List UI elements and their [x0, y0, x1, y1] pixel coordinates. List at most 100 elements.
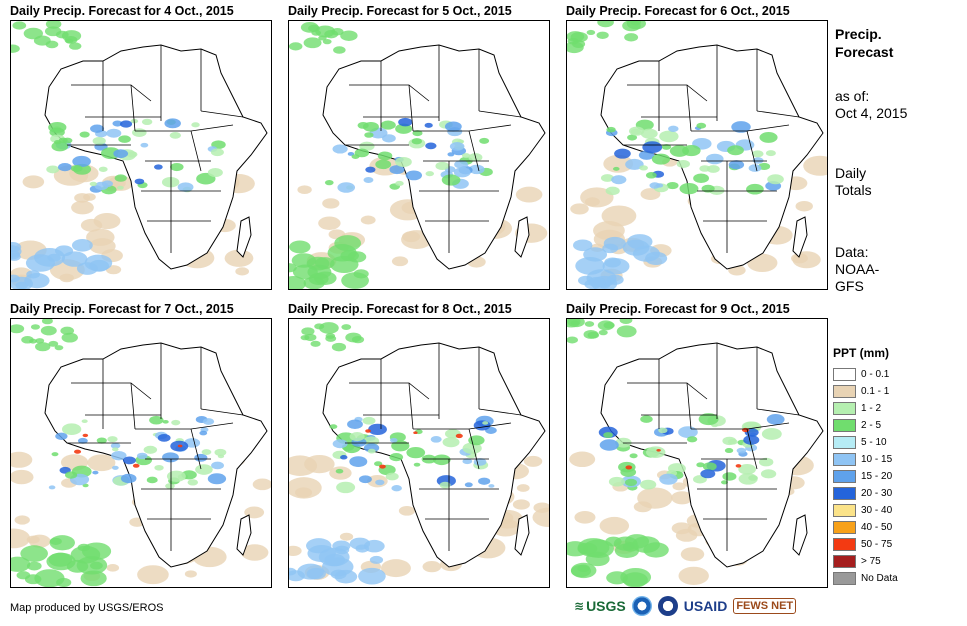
- precip-cell: [96, 437, 107, 444]
- precip-cell: [643, 542, 669, 558]
- precip-cell: [722, 436, 737, 446]
- precip-cell: [119, 120, 133, 128]
- precip-cell: [728, 160, 745, 170]
- precip-map: [566, 20, 828, 290]
- precip-cell: [303, 37, 322, 49]
- precip-cell: [570, 562, 597, 579]
- side-title-1: Precip.: [835, 26, 882, 42]
- precip-cell: [720, 480, 728, 485]
- precip-cell: [461, 153, 471, 159]
- precip-cell: [479, 137, 490, 144]
- precip-cell: [624, 33, 639, 42]
- precip-cell: [375, 159, 392, 170]
- madagascar-outline: [236, 216, 252, 258]
- precip-cell: [146, 476, 158, 484]
- precip-cell: [48, 485, 56, 490]
- precip-cell: [355, 544, 370, 553]
- precip-cell: [454, 160, 469, 169]
- legend-item: 30 - 40: [833, 502, 898, 519]
- precip-cell: [601, 205, 637, 227]
- africa-map: [567, 319, 824, 587]
- precip-cell: [584, 321, 595, 327]
- precip-cell: [639, 165, 648, 171]
- precip-map: [288, 318, 550, 588]
- precip-cell: [241, 544, 269, 561]
- precip-cell: [30, 324, 40, 330]
- precip-cell: [40, 325, 57, 336]
- precip-cell: [678, 426, 698, 439]
- precip-cell: [686, 436, 698, 443]
- precip-cell: [630, 128, 641, 135]
- precip-cell: [345, 332, 362, 343]
- precip-cell: [70, 164, 83, 172]
- precip-cell: [422, 561, 442, 573]
- precip-cell: [51, 452, 59, 457]
- precip-cell: [335, 468, 344, 474]
- precip-cell: [391, 256, 409, 267]
- precip-cell: [24, 574, 42, 585]
- precip-cell: [516, 484, 530, 492]
- precip-map: [10, 20, 272, 290]
- africa-outline: [600, 342, 824, 568]
- precip-cell: [132, 463, 140, 468]
- precip-cell: [430, 436, 442, 443]
- precip-cell: [71, 239, 93, 252]
- precip-cell: [202, 418, 215, 425]
- precip-cell: [727, 145, 744, 156]
- country-border: [746, 130, 758, 172]
- totals-line-2: Totals: [835, 182, 872, 198]
- precip-cell: [672, 482, 686, 491]
- legend-label: > 75: [861, 556, 881, 567]
- precip-cell: [646, 446, 666, 459]
- precip-cell: [292, 264, 318, 280]
- precip-cell: [72, 155, 91, 168]
- precip-cell: [11, 274, 20, 283]
- precip-cell: [391, 485, 402, 492]
- legend-item: 2 - 5: [833, 417, 898, 434]
- precip-cell: [177, 444, 183, 448]
- legend-swatch: [833, 419, 856, 432]
- precip-cell: [162, 419, 169, 424]
- precip-cell: [602, 243, 619, 254]
- precip-cell: [118, 135, 131, 143]
- precip-cell: [752, 157, 764, 164]
- precip-cell: [606, 126, 616, 133]
- precip-cell: [659, 473, 678, 485]
- precip-cell: [767, 174, 784, 185]
- precip-cell: [194, 453, 208, 462]
- precip-cell: [640, 188, 661, 201]
- precip-cell: [162, 452, 179, 463]
- precip-cell: [567, 541, 588, 557]
- precip-cell: [569, 451, 596, 468]
- precip-cell: [735, 464, 742, 468]
- precip-cell: [143, 445, 158, 454]
- precip-cell: [318, 216, 341, 230]
- precip-cell: [319, 322, 339, 334]
- precip-cell: [584, 197, 600, 207]
- precip-cell: [398, 117, 413, 127]
- precip-cell: [357, 122, 369, 129]
- precip-cell: [625, 158, 644, 170]
- as-of-label: as of:: [835, 88, 870, 104]
- precip-cell: [117, 185, 124, 190]
- precip-cell: [74, 193, 91, 203]
- precip-cell: [608, 476, 625, 487]
- precip-cell: [570, 203, 589, 215]
- precip-cell: [184, 438, 201, 448]
- legend-swatch: [833, 504, 856, 517]
- panel-title: Daily Precip. Forecast for 4 Oct., 2015: [10, 4, 234, 18]
- precip-cell: [224, 249, 254, 267]
- precip-cell: [123, 456, 136, 465]
- precip-cell: [11, 556, 31, 572]
- credit-text: Map produced by USGS/EROS: [10, 602, 164, 614]
- precip-cell: [462, 442, 482, 454]
- precip-cell: [701, 184, 715, 193]
- precip-cell: [791, 253, 808, 264]
- precip-cell: [603, 154, 634, 173]
- precip-cell: [439, 481, 451, 489]
- precip-cell: [413, 462, 421, 467]
- legend: PPT (mm) 0 - 0.1 0.1 - 1 1 - 2 2 - 5 5 - 10 1…: [833, 346, 898, 587]
- precip-cell: [751, 150, 764, 158]
- precip-cell: [696, 462, 705, 468]
- legend-label: 2 - 5: [861, 420, 882, 431]
